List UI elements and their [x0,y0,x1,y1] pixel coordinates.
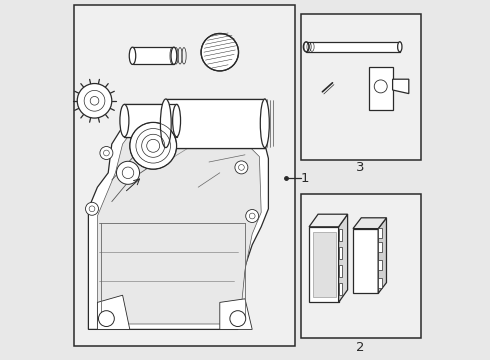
Ellipse shape [129,47,136,64]
Circle shape [230,311,245,327]
Polygon shape [309,214,347,227]
Text: 1: 1 [300,172,309,185]
Bar [301,194,421,338]
Polygon shape [306,42,400,52]
Polygon shape [339,214,347,302]
Polygon shape [339,283,342,295]
Polygon shape [353,218,387,229]
Polygon shape [378,260,382,270]
Polygon shape [378,242,382,252]
Circle shape [86,202,98,215]
Ellipse shape [303,42,309,52]
Ellipse shape [120,104,129,137]
Circle shape [84,90,105,111]
Bar [74,5,295,346]
Polygon shape [339,265,342,277]
Polygon shape [378,278,382,288]
Polygon shape [378,228,382,238]
Polygon shape [392,79,409,94]
Polygon shape [313,232,336,297]
Circle shape [89,206,95,212]
Ellipse shape [160,99,171,148]
Circle shape [130,122,176,169]
Polygon shape [309,227,339,302]
Polygon shape [353,229,378,293]
Polygon shape [132,47,174,64]
Circle shape [98,311,114,327]
Ellipse shape [398,42,402,52]
Polygon shape [98,295,130,329]
Circle shape [117,161,140,184]
Circle shape [249,213,255,219]
Ellipse shape [172,104,180,137]
Text: 2: 2 [356,341,365,354]
Ellipse shape [171,47,177,64]
Circle shape [77,84,112,118]
Circle shape [201,33,239,71]
Circle shape [374,80,387,93]
Circle shape [245,210,259,222]
Polygon shape [98,121,261,324]
Polygon shape [339,229,342,241]
Bar [301,14,421,160]
Circle shape [239,165,245,170]
Circle shape [103,150,109,156]
Circle shape [235,161,248,174]
Circle shape [122,167,134,179]
Text: 3: 3 [356,161,365,174]
Circle shape [100,147,113,159]
Polygon shape [166,99,265,148]
Circle shape [90,96,99,105]
Polygon shape [88,110,269,329]
Polygon shape [339,247,342,259]
Polygon shape [369,67,392,110]
Ellipse shape [260,99,270,148]
Polygon shape [220,299,252,329]
Polygon shape [378,218,387,293]
Polygon shape [124,104,176,137]
